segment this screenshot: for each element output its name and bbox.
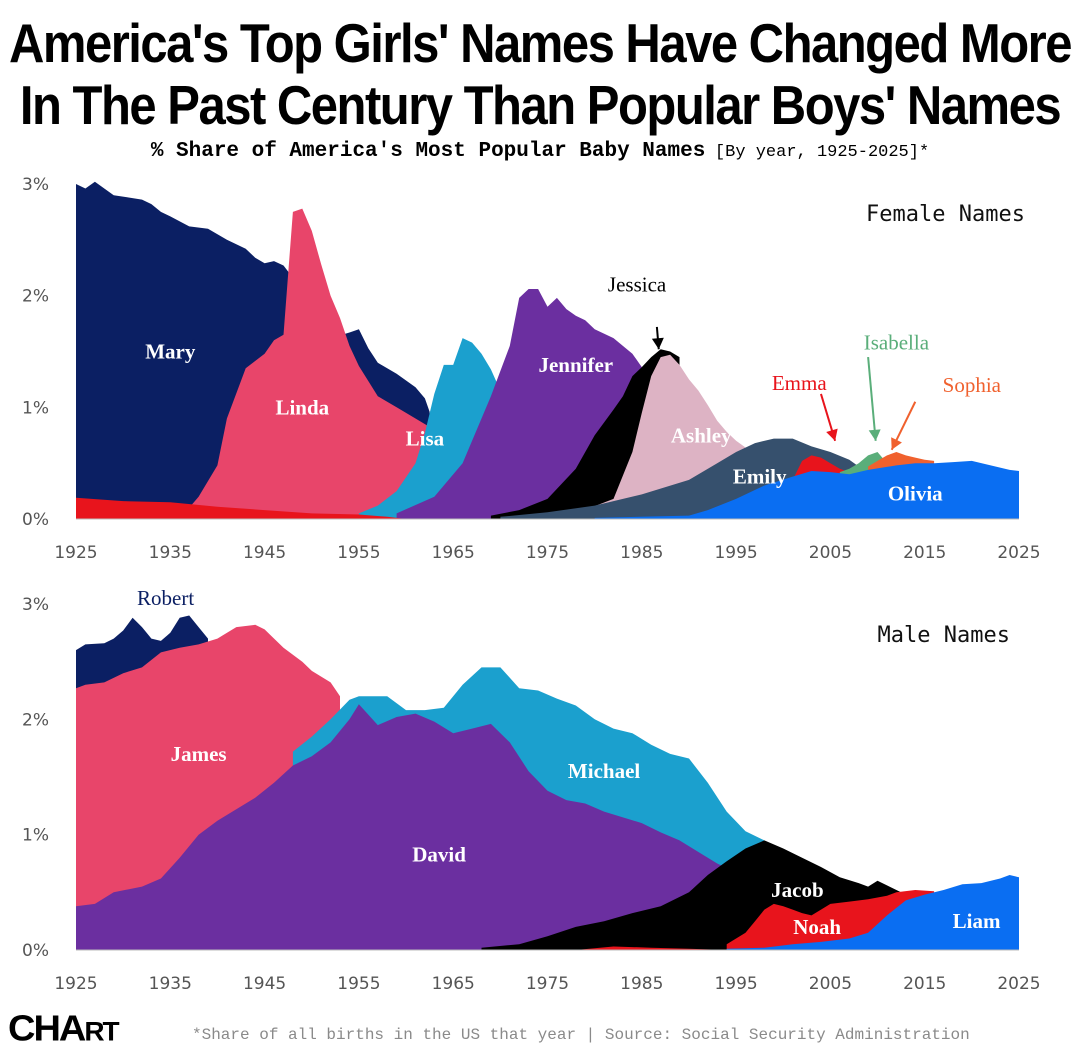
female-x-tick-1965: 1965 (432, 543, 475, 563)
female-x-tick-1995: 1995 (714, 543, 757, 563)
female-arrowhead-sophia (891, 437, 902, 450)
female-area-red-baseline (76, 497, 406, 519)
female-x-tick-1945: 1945 (243, 543, 286, 563)
male-x-tick-1935: 1935 (149, 974, 192, 994)
female-x-tick-1975: 1975 (526, 543, 569, 563)
chart-subtitle: % Share of America's Most Popular Baby N… (0, 140, 1080, 163)
female-x-tick-1985: 1985 (620, 543, 663, 563)
female-x-tick-1925: 1925 (54, 543, 97, 563)
male-x-tick-1985: 1985 (620, 974, 663, 994)
female-label-sophia: Sophia (943, 373, 1002, 397)
female-label-emma: Emma (772, 371, 827, 395)
male-x-tick-2025: 2025 (997, 974, 1040, 994)
female-names-chart: 0% 1% 2% 3% 1925 1935 1945 1955 1965 1975 1985 1995… (22, 175, 1041, 563)
male-label-noah: Noah (793, 915, 841, 939)
chart-title-line-2: In The Past Century Than Popular Boys' N… (19, 75, 1062, 137)
source-footnote: *Share of all births in the US that year… (192, 1026, 970, 1044)
male-x-tick-1975: 1975 (526, 974, 569, 994)
female-y-tick-3: 3% (22, 175, 49, 195)
male-x-tick-2005: 2005 (809, 974, 852, 994)
female-label-isabella: Isabella (864, 331, 930, 355)
female-arrowhead-emma (826, 428, 838, 441)
female-y-tick-0: 0% (22, 510, 49, 530)
subtitle-date-range: [By year, 1925-2025]* (714, 143, 930, 162)
male-label-jacob: Jacob (771, 878, 824, 902)
male-y-tick-0: 0% (22, 941, 49, 961)
female-arrow-isabella (867, 356, 877, 441)
male-y-tick-2: 2% (22, 710, 49, 730)
male-y-tick-1: 1% (22, 826, 49, 846)
female-y-tick-1: 1% (22, 398, 49, 418)
male-x-tick-1995: 1995 (714, 974, 757, 994)
male-y-tick-3: 3% (22, 595, 49, 615)
male-label-david: David (412, 842, 466, 866)
male-x-tick-2015: 2015 (903, 974, 946, 994)
male-label-robert: Robert (137, 586, 194, 610)
chartr-logo: CHART (8, 1009, 120, 1049)
female-arrowhead-jessica (651, 337, 664, 350)
female-x-tick-1955: 1955 (337, 543, 380, 563)
female-label-emily: Emily (733, 465, 787, 489)
male-area-david (76, 704, 727, 950)
female-area-olivia (594, 460, 1019, 519)
female-y-tick-2: 2% (22, 287, 49, 307)
male-x-tick-1925: 1925 (54, 974, 97, 994)
female-x-tick-2015: 2015 (903, 543, 946, 563)
female-label-olivia: Olivia (888, 481, 943, 505)
female-label-linda: Linda (275, 395, 329, 419)
male-x-tick-1945: 1945 (243, 974, 286, 994)
male-area-red-baseline (575, 946, 727, 950)
female-x-tick-1935: 1935 (149, 543, 192, 563)
male-x-tick-1965: 1965 (432, 974, 475, 994)
female-label-jennifer: Jennifer (538, 353, 613, 377)
female-area-linda (189, 208, 444, 519)
female-x-tick-2025: 2025 (997, 543, 1040, 563)
male-area-liam (726, 875, 1019, 950)
male-label-liam: Liam (953, 909, 1001, 933)
female-arrowhead-isabella (868, 429, 881, 441)
male-x-tick-1955: 1955 (337, 974, 380, 994)
female-x-tick-2005: 2005 (809, 543, 852, 563)
female-label-mary: Mary (145, 340, 196, 364)
female-label-jessica: Jessica (608, 273, 667, 297)
male-names-chart: 0% 1% 2% 3% 1925 1935 1945 1955 1965 1975 1985 1995… (22, 586, 1041, 994)
female-label-ashley: Ashley (671, 423, 732, 447)
chart-title-line-1: America's Top Girls' Names Have Changed … (9, 13, 1072, 75)
female-label-lisa: Lisa (406, 427, 445, 451)
subtitle-main: % Share of America's Most Popular Baby N… (150, 140, 706, 163)
male-label-michael: Michael (568, 759, 640, 783)
female-panel-label: Female Names (866, 202, 1025, 227)
male-label-james: James (171, 742, 227, 766)
male-panel-label: Male Names (878, 623, 1010, 648)
